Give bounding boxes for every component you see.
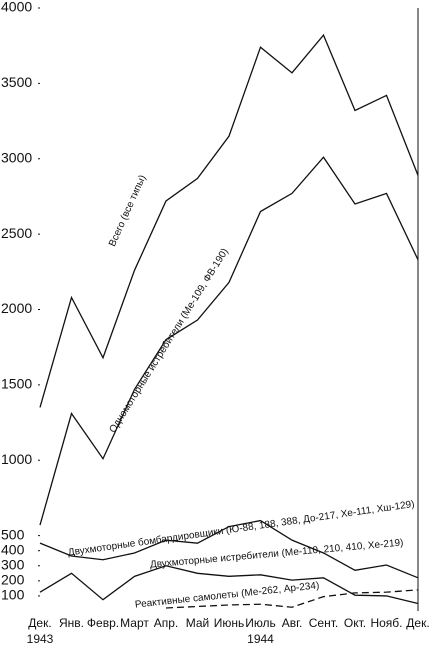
x-tick-label: Март [120,616,149,630]
x-tick-label: Май [186,616,210,630]
x-tick-label: Окт. [344,616,366,630]
x-tick-label: Нояб. [370,616,402,630]
y-tick-label: 2000 [1,300,32,316]
y-tick-label: 3500 [1,74,32,90]
series-line [39,33,419,408]
y-tick-label: 400 [1,541,25,557]
y-tick-label: 300 [1,556,25,572]
y-tick-label: 200 [1,572,25,588]
x-tick-label: Янв. [59,616,84,630]
y-tick-label: 100 [1,587,25,603]
series-line [39,519,419,579]
x-tick-label: Сент. [309,616,338,630]
series-line [39,156,419,526]
x-tick-label: Июнь [214,616,245,630]
series-line [39,565,419,605]
y-tick-label: 2500 [1,225,32,241]
series-label: Всего (все типы) [107,174,148,249]
y-tick-label: 500 [1,526,25,542]
series-label: Одномоторные истребители (Ме-109, ФВ-190… [107,246,231,435]
x-tick-label: Дек. [28,616,51,630]
y-tick-label: 4000 [1,0,32,15]
x-tick-label: Авг. [282,616,303,630]
x-tick-label: Дек. [406,616,429,630]
y-tick-label: 3000 [1,149,32,165]
y-tick-label: 1000 [1,451,32,467]
x-tick-label: Апр. [154,616,179,630]
year-label: 1944 [247,632,274,646]
series-line [165,589,419,609]
x-tick-label: Июль [245,616,276,630]
x-tick-label: Февр. [87,616,119,630]
year-label: 1943 [27,632,54,646]
y-tick-label: 1500 [1,376,32,392]
series-label: Реактивные самолеты (Ме-262, Ар-234) [134,580,319,610]
